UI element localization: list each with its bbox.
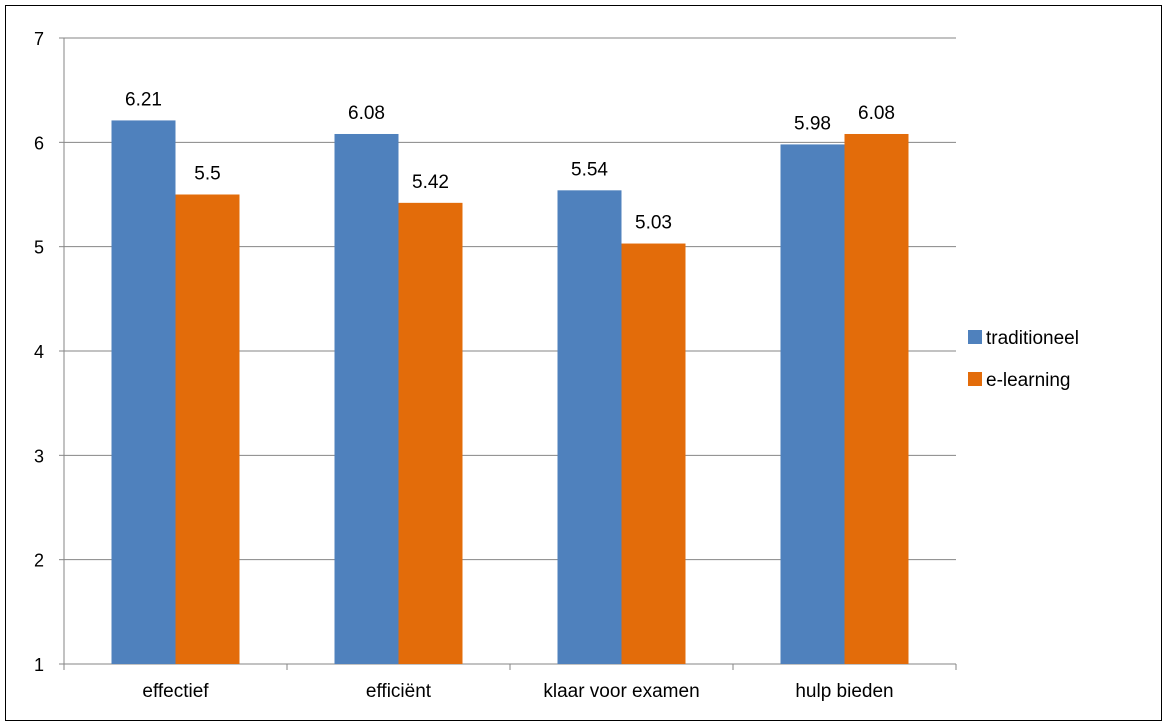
y-tick-label: 6 <box>34 133 44 153</box>
bar-e-learning <box>844 133 909 664</box>
y-tick-label: 2 <box>34 551 44 571</box>
y-tick-label: 1 <box>34 655 44 675</box>
bar-traditioneel <box>334 133 399 664</box>
data-label: 6.08 <box>858 103 895 124</box>
y-tick-label: 5 <box>34 238 44 258</box>
y-tick-label: 3 <box>34 446 44 466</box>
legend-label: traditioneel <box>986 328 1079 349</box>
bar-e-learning <box>621 243 686 664</box>
legend-swatch <box>968 372 982 386</box>
data-label: 5.54 <box>571 159 608 180</box>
x-tick-label: effectief <box>142 681 209 702</box>
x-tick-label: klaar voor examen <box>543 681 699 702</box>
bar-traditioneel <box>780 144 845 665</box>
bar-chart: 1 2 3 4 5 6 7 6.21 5.5 effectief 6.08 5.42 efficiënt… <box>34 29 1079 702</box>
x-tick-label: efficiënt <box>366 681 432 702</box>
data-label: 5.03 <box>635 213 672 234</box>
data-label: 5.42 <box>412 172 449 193</box>
y-tick-label: 7 <box>34 29 44 49</box>
bar-traditioneel <box>557 190 622 664</box>
chart-frame: 1 2 3 4 5 6 7 6.21 5.5 effectief 6.08 5.42 efficiënt… <box>5 5 1162 721</box>
data-label: 6.08 <box>348 103 385 124</box>
bar-e-learning <box>175 194 240 664</box>
bar-traditioneel <box>111 120 176 664</box>
legend-swatch <box>968 330 982 344</box>
data-label: 6.21 <box>125 89 162 110</box>
legend-label: e-learning <box>986 370 1071 391</box>
bar-e-learning <box>398 202 463 664</box>
data-label: 5.98 <box>794 113 831 134</box>
data-label: 5.5 <box>194 164 220 185</box>
y-tick-label: 4 <box>34 342 44 362</box>
x-tick-label: hulp bieden <box>795 681 893 702</box>
